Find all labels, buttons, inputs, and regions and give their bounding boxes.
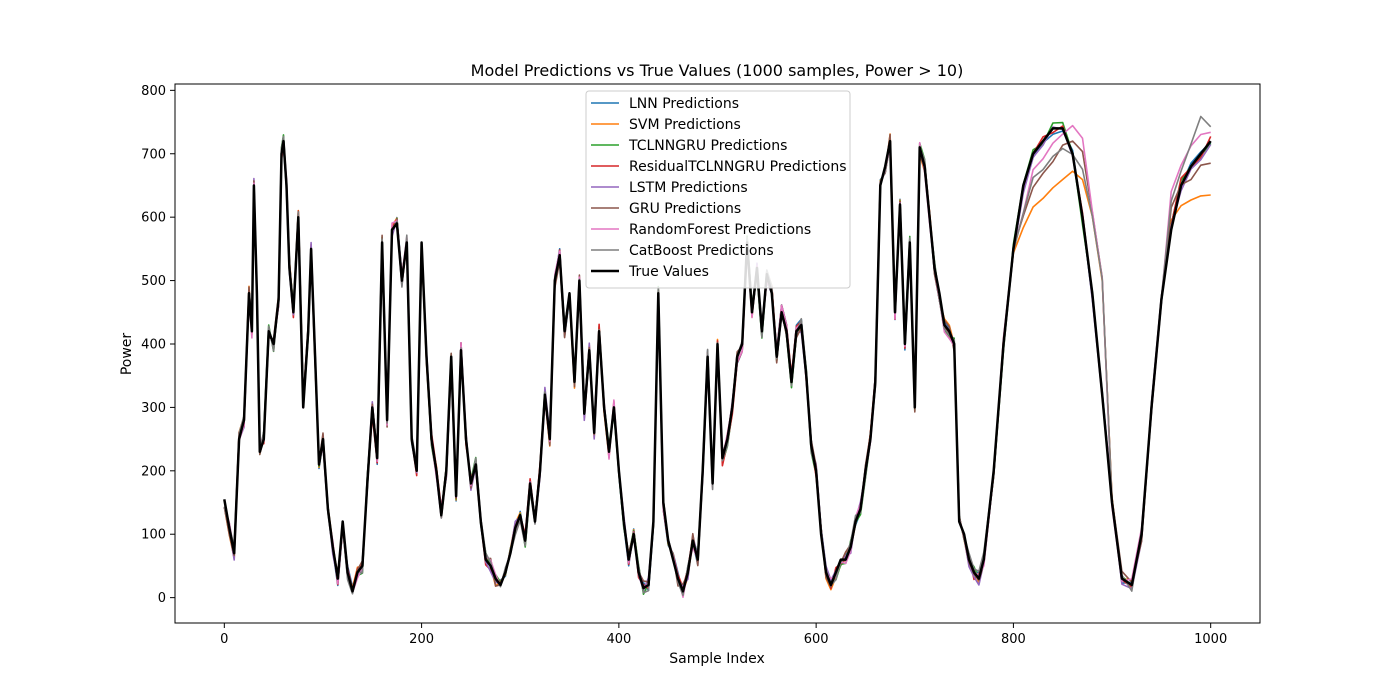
y-tick-label: 300 [141,401,166,416]
x-tick-label: 400 [606,632,631,647]
legend-label-lstm-predictions: LSTM Predictions [629,180,748,196]
plot-frame [174,83,1261,624]
series-line-true-values [223,127,1212,593]
x-tick-label: 1000 [1194,632,1227,647]
legend: LNN Predictions SVM Predictions TCLNNGRU P… [585,90,851,289]
y-tick-label: 100 [141,528,166,543]
x-tick-label: 600 [804,632,829,647]
y-tick-label: 500 [141,274,166,289]
x-axis-label: Sample Index [669,651,764,667]
legend-label-lnn-predictions: LNN Predictions [629,96,739,112]
legend-label-tclnngru-predictions: TCLNNGRU Predictions [628,138,787,154]
chart-title: Model Predictions vs True Values (1000 s… [471,61,964,80]
y-tick-label: 600 [141,211,166,226]
plot-area [223,115,1212,598]
legend-label-catboost-predictions: CatBoost Predictions [629,243,774,259]
y-tick-label: 400 [141,337,166,352]
legend-label-residualtclnngru-predictions: ResidualTCLNNGRU Predictions [629,159,847,175]
y-axis-label: Power [119,333,135,376]
x-axis: 0 200 400 600 800 1000 [220,623,1227,647]
y-tick-label: 700 [141,147,166,162]
series-line-catboost-predictions [223,115,1212,597]
legend-label-true-values: True Values [628,264,709,280]
y-tick-label: 0 [158,591,166,606]
x-tick-label: 800 [1001,632,1026,647]
legend-label-gru-predictions: GRU Predictions [629,201,741,217]
legend-box [585,90,851,289]
y-tick-label: 200 [141,464,166,479]
x-tick-label: 200 [409,632,434,647]
legend-label-randomforest-predictions: RandomForest Predictions [629,222,811,238]
y-tick-label: 800 [141,84,166,99]
y-axis: 0 100 200 300 400 500 600 700 800 [141,84,175,606]
legend-label-svm-predictions: SVM Predictions [629,117,741,133]
x-tick-label: 0 [220,632,228,647]
